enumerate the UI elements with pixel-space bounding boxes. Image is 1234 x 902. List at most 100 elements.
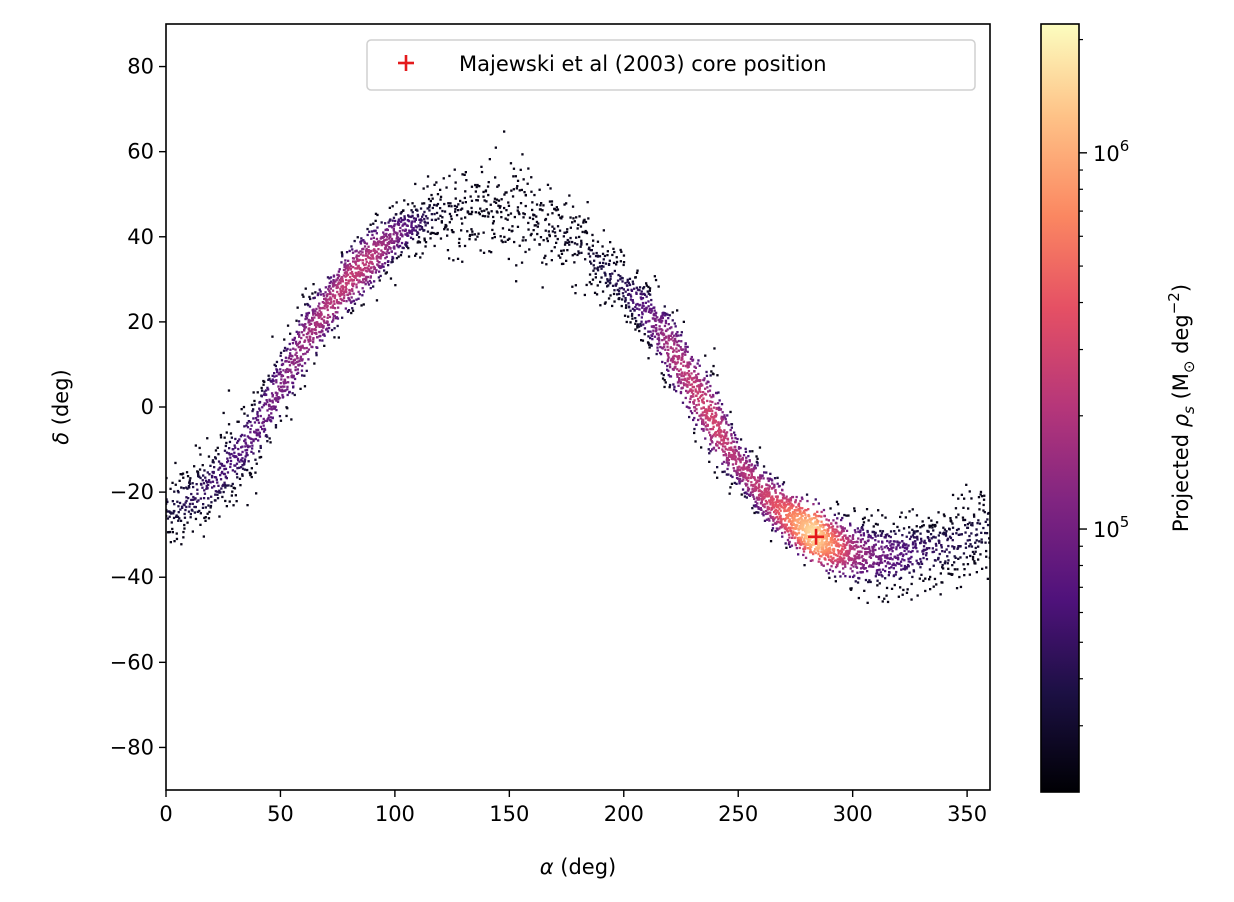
density-cell [799,499,802,503]
density-cell [853,559,856,562]
density-cell [768,493,771,496]
density-cell [813,541,816,544]
density-cell [984,541,987,544]
density-cell [887,574,890,577]
density-cell [787,514,790,517]
density-cell [834,553,838,557]
density-cell [797,521,800,524]
density-cell [686,372,689,375]
density-cell [270,392,274,395]
density-cell [384,247,387,250]
density-cell [237,447,240,451]
density-cell [805,528,808,531]
density-cell [448,174,451,178]
density-cell [845,529,849,532]
density-cell [515,280,518,283]
density-cell [298,363,301,366]
density-cell [318,309,321,312]
density-cell [822,551,825,554]
density-cell [679,381,682,385]
density-cell [982,509,985,512]
density-cell [399,217,403,220]
density-cell [566,249,569,252]
density-cell [256,391,259,394]
density-cell [384,257,387,260]
density-cell [628,277,632,280]
density-cell [729,474,733,477]
density-cell [958,575,961,579]
density-cell [711,448,714,451]
density-cell [373,280,376,283]
density-cell [336,286,340,289]
density-cell [474,211,477,214]
density-cell [343,263,346,266]
density-cell [842,554,845,557]
density-cell [842,559,845,563]
density-cell [877,558,880,561]
density-cell [675,355,678,358]
density-cell [822,508,826,512]
density-cell [788,536,791,539]
density-cell [833,533,836,536]
density-cell [880,532,884,535]
density-cell [916,594,919,597]
density-cell [702,401,705,404]
density-cell [706,399,709,403]
density-cell [895,570,898,574]
density-cell [377,276,380,279]
density-cell [551,225,554,228]
density-cell [516,206,520,209]
density-cell [323,315,326,319]
density-cell [672,383,675,386]
density-cell [493,232,496,235]
density-cell [562,262,565,265]
density-cell [631,280,634,283]
density-cell [264,403,268,406]
density-cell [689,410,693,413]
density-cell [985,566,988,569]
density-cell [833,553,836,556]
density-cell [328,281,331,285]
density-cell [946,562,949,565]
density-cell [712,418,715,421]
density-cell [809,543,812,547]
density-cell [348,279,352,282]
density-cell [609,294,612,297]
density-cell [615,282,618,285]
density-cell [821,540,824,543]
density-cell [497,199,501,202]
density-cell [782,481,786,484]
density-cell [309,297,312,301]
density-cell [808,547,811,550]
density-cell [750,484,753,487]
density-cell [896,557,899,560]
density-cell [448,212,452,216]
density-cell [277,372,281,375]
density-cell [907,560,910,563]
density-cell [797,531,801,534]
density-cell [493,235,496,239]
density-cell [893,583,896,587]
density-cell [693,427,696,431]
density-cell [865,508,869,511]
density-cell [477,232,480,235]
density-cell [709,443,712,446]
density-cell [353,239,356,243]
density-cell [595,251,598,255]
density-cell [390,241,394,244]
density-cell [493,200,496,203]
density-cell [783,501,786,504]
density-cell [293,377,297,381]
density-cell [678,373,681,376]
density-cell [915,525,918,528]
colorbar-frame [1040,23,1080,793]
density-cell [380,249,383,252]
density-cell [735,460,738,463]
density-cell [855,544,858,547]
density-cell [916,562,919,565]
density-cell [582,219,585,222]
density-cell [810,540,813,544]
density-cell [865,547,868,550]
density-cell [721,439,724,442]
density-cell [885,586,889,590]
